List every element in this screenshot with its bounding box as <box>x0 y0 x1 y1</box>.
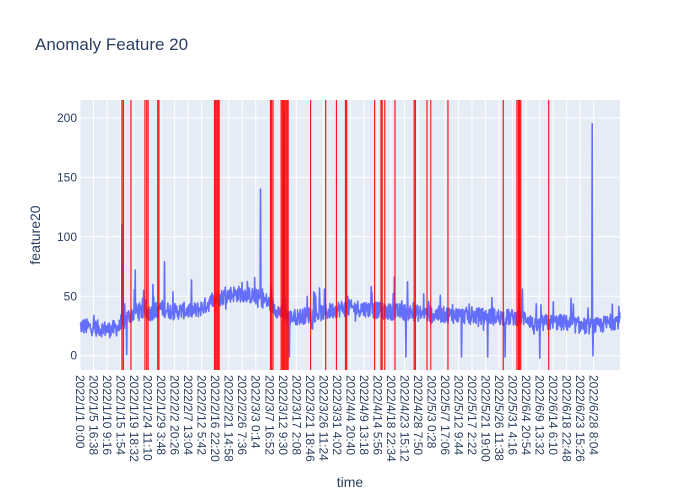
x-tick-label: 2022/4/9 13:18 <box>357 375 371 455</box>
x-tick-label: 2022/2/21 14:58 <box>222 375 236 462</box>
x-tick-label: 2022/1/1 0:00 <box>73 375 87 449</box>
y-tick-label: 0 <box>70 349 77 363</box>
x-tick-label: 2022/3/3 0:14 <box>249 375 263 449</box>
x-tick-label: 2022/1/24 11:10 <box>141 375 155 461</box>
x-tick-label: 2022/2/7 13:04 <box>181 375 195 455</box>
y-tick-label: 50 <box>64 289 78 303</box>
chart-title: Anomaly Feature 20 <box>35 35 188 54</box>
x-tick-label: 2022/4/4 20:40 <box>343 375 357 455</box>
y-tick-label: 150 <box>57 170 77 184</box>
x-tick-label: 2022/1/15 1:54 <box>114 375 128 455</box>
x-tick-label: 2022/3/31 4:02 <box>330 375 344 455</box>
x-tick-label: 2022/4/18 22:34 <box>384 375 398 462</box>
x-tick-label: 2022/3/21 18:46 <box>303 375 317 462</box>
x-tick-label: 2022/4/28 7:50 <box>411 375 425 455</box>
x-tick-label: 2022/5/21 19:00 <box>479 375 493 462</box>
x-axis: 2022/1/1 0:00 2022/1/5 16:38 2022/1/10 9:1… <box>73 375 601 462</box>
x-tick-label: 2022/4/23 15:12 <box>397 375 411 462</box>
x-tick-label: 2022/6/23 15:26 <box>573 375 587 462</box>
x-tick-label: 2022/5/3 0:28 <box>424 375 438 449</box>
y-axis: 0 50 100 150 200 <box>57 111 77 363</box>
x-tick-label: 2022/1/5 16:38 <box>87 375 101 455</box>
x-tick-label: 2022/1/10 9:16 <box>100 375 114 455</box>
x-tick-label: 2022/5/12 9:44 <box>452 375 466 455</box>
x-tick-label: 2022/3/12 9:30 <box>276 375 290 455</box>
x-axis-title: time <box>337 474 364 490</box>
x-tick-label: 2022/6/14 6:10 <box>546 375 560 455</box>
x-tick-label: 2022/2/12 5:42 <box>195 375 209 455</box>
anomaly-layer <box>121 100 550 370</box>
x-tick-label: 2022/5/26 11:38 <box>492 375 506 461</box>
series-line-feature20 <box>79 112 621 359</box>
series-layer <box>79 112 621 359</box>
x-tick-label: 2022/3/7 16:52 <box>262 375 276 455</box>
x-tick-label: 2022/6/28 8:04 <box>587 375 601 455</box>
x-tick-label: 2022/1/29 3:48 <box>154 375 168 455</box>
x-tick-label: 2022/6/4 20:54 <box>519 375 533 455</box>
x-tick-label: 2022/2/26 7:36 <box>235 375 249 455</box>
x-tick-label: 2022/3/26 11:24 <box>316 375 330 461</box>
y-axis-title: feature20 <box>27 205 43 264</box>
x-tick-label: 2022/2/16 22:20 <box>208 375 222 462</box>
x-tick-label: 2022/5/31 4:16 <box>506 375 520 455</box>
x-tick-label: 2022/2/2 20:26 <box>168 375 182 455</box>
x-tick-label: 2022/1/19 18:32 <box>127 375 141 462</box>
x-tick-label: 2022/4/14 5:56 <box>370 375 384 455</box>
x-tick-label: 2022/6/18 22:48 <box>560 375 574 462</box>
x-tick-label: 2022/3/17 2:08 <box>289 375 303 455</box>
x-tick-label: 2022/6/9 13:32 <box>533 375 547 455</box>
y-tick-label: 200 <box>57 111 77 125</box>
x-tick-label: 2022/5/7 17:06 <box>438 375 452 455</box>
y-tick-label: 100 <box>57 230 77 244</box>
x-tick-label: 2022/5/17 2:22 <box>465 375 479 455</box>
